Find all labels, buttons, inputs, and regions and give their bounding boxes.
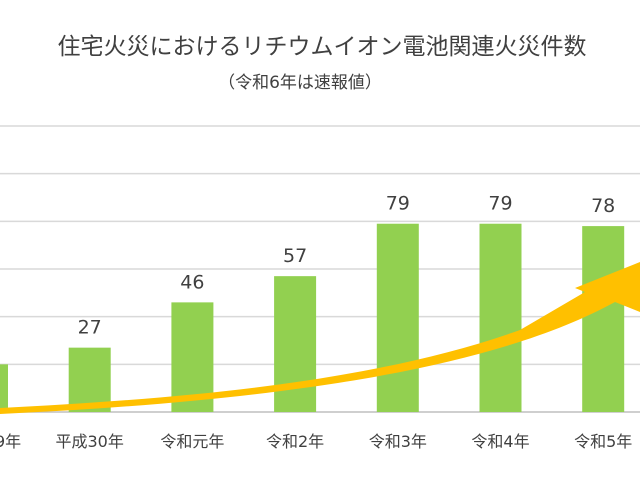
bar	[582, 226, 625, 412]
data-label: 79	[386, 193, 410, 215]
chart-subtitle: （令和6年は速報値）	[218, 73, 382, 93]
data-label: 57	[283, 245, 307, 267]
data-label: 46	[180, 271, 204, 293]
x-tick-label: 令和2年	[266, 432, 324, 451]
bar	[376, 223, 419, 412]
bar	[0, 364, 8, 412]
bar	[479, 223, 522, 412]
data-label: 79	[488, 193, 512, 215]
trend-arrow	[0, 262, 640, 414]
x-tick-label: 平成30年	[56, 432, 124, 451]
x-tick-label: 令和4年	[471, 432, 529, 451]
x-tick-label: 平成29年	[0, 432, 21, 451]
bar	[68, 347, 111, 412]
x-tick-label: 令和5年	[574, 432, 632, 451]
x-tick-label: 令和元年	[160, 432, 224, 451]
x-tick-label: 令和3年	[369, 432, 427, 451]
bar	[274, 276, 317, 412]
data-label: 27	[78, 317, 102, 339]
chart-title: 住宅火災におけるリチウムイオン電池関連火災件数	[58, 34, 587, 60]
data-label: 78	[591, 195, 615, 217]
